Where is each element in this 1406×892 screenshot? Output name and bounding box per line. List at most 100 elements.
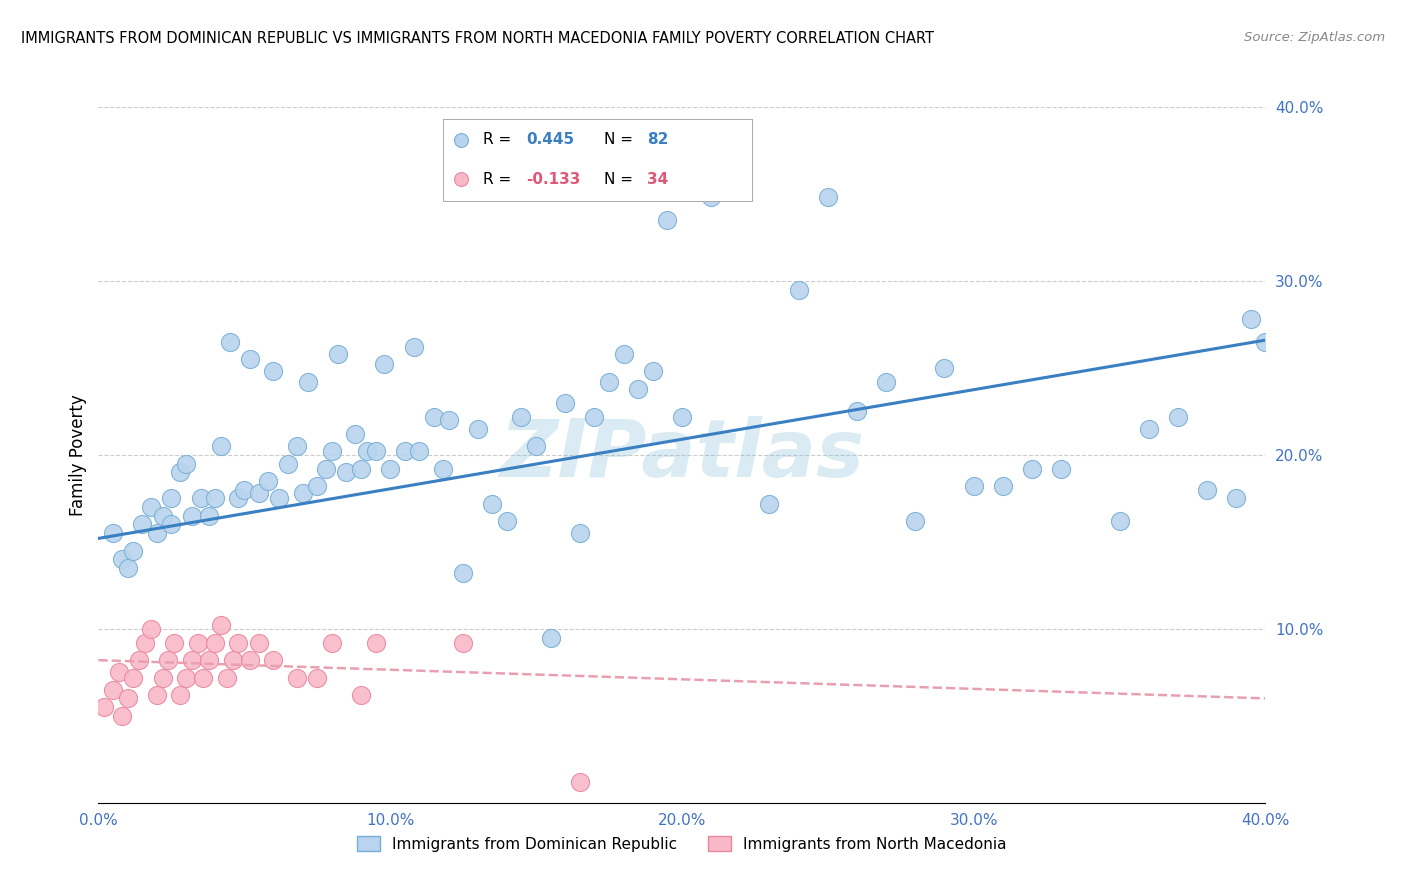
Legend: Immigrants from Dominican Republic, Immigrants from North Macedonia: Immigrants from Dominican Republic, Immi… bbox=[352, 830, 1012, 858]
Point bbox=[481, 497, 503, 511]
Point bbox=[1137, 422, 1160, 436]
Point bbox=[657, 213, 679, 227]
Point bbox=[612, 347, 634, 361]
Point bbox=[218, 334, 240, 349]
Point bbox=[180, 508, 202, 523]
Point bbox=[356, 444, 378, 458]
Point bbox=[335, 466, 357, 480]
Point bbox=[146, 526, 169, 541]
Text: -0.133: -0.133 bbox=[526, 172, 581, 186]
Point bbox=[1050, 462, 1073, 476]
Point bbox=[139, 622, 162, 636]
Point bbox=[846, 404, 869, 418]
Point bbox=[117, 691, 139, 706]
Point bbox=[671, 409, 693, 424]
Point bbox=[450, 172, 472, 186]
Point bbox=[934, 360, 956, 375]
Point bbox=[146, 688, 169, 702]
Point bbox=[1240, 312, 1263, 326]
Point bbox=[291, 486, 314, 500]
Point bbox=[228, 636, 250, 650]
Point bbox=[875, 375, 897, 389]
Text: R =: R = bbox=[484, 172, 516, 186]
Point bbox=[1021, 462, 1043, 476]
Point bbox=[1167, 409, 1189, 424]
Point bbox=[402, 340, 425, 354]
Point bbox=[247, 486, 270, 500]
Point bbox=[174, 671, 197, 685]
Point bbox=[583, 409, 606, 424]
Point bbox=[568, 526, 591, 541]
Text: 0.445: 0.445 bbox=[526, 133, 575, 147]
Text: 34: 34 bbox=[647, 172, 668, 186]
Point bbox=[510, 409, 533, 424]
Point bbox=[904, 514, 927, 528]
Point bbox=[262, 653, 284, 667]
Point bbox=[730, 173, 752, 187]
Point bbox=[122, 671, 145, 685]
Point bbox=[540, 631, 562, 645]
Point bbox=[122, 543, 145, 558]
Text: IMMIGRANTS FROM DOMINICAN REPUBLIC VS IMMIGRANTS FROM NORTH MACEDONIA FAMILY POV: IMMIGRANTS FROM DOMINICAN REPUBLIC VS IM… bbox=[21, 31, 934, 46]
Y-axis label: Family Poverty: Family Poverty bbox=[69, 394, 87, 516]
Point bbox=[627, 382, 650, 396]
Point bbox=[111, 552, 134, 566]
Point bbox=[209, 439, 232, 453]
Point bbox=[598, 375, 620, 389]
Point bbox=[568, 775, 591, 789]
Point bbox=[451, 636, 474, 650]
Point bbox=[408, 444, 430, 458]
Text: N =: N = bbox=[603, 172, 637, 186]
Point bbox=[139, 500, 162, 514]
Point bbox=[198, 508, 221, 523]
Point bbox=[131, 517, 153, 532]
Point bbox=[163, 636, 186, 650]
Point bbox=[700, 190, 723, 204]
Point bbox=[169, 466, 191, 480]
Point bbox=[128, 653, 150, 667]
Point bbox=[467, 422, 489, 436]
Point bbox=[350, 462, 373, 476]
Point bbox=[787, 283, 810, 297]
Point bbox=[277, 457, 299, 471]
Point bbox=[1108, 514, 1130, 528]
Point bbox=[307, 671, 329, 685]
Point bbox=[315, 462, 337, 476]
Point bbox=[117, 561, 139, 575]
Point bbox=[152, 508, 174, 523]
Point bbox=[1195, 483, 1218, 497]
Point bbox=[380, 462, 402, 476]
Point bbox=[350, 688, 373, 702]
Point bbox=[262, 364, 284, 378]
Point bbox=[101, 682, 124, 697]
Point bbox=[160, 491, 183, 506]
Point bbox=[256, 474, 278, 488]
Text: ZIPatlas: ZIPatlas bbox=[499, 416, 865, 494]
Point bbox=[93, 700, 115, 714]
Point bbox=[321, 636, 343, 650]
Point bbox=[437, 413, 460, 427]
Point bbox=[152, 671, 174, 685]
Point bbox=[451, 566, 474, 581]
Point bbox=[101, 526, 124, 541]
Point bbox=[239, 352, 262, 367]
Point bbox=[169, 688, 191, 702]
Point bbox=[554, 395, 576, 409]
Point bbox=[180, 653, 202, 667]
Point bbox=[204, 491, 226, 506]
Point bbox=[269, 491, 291, 506]
Point bbox=[157, 653, 180, 667]
Point bbox=[233, 483, 256, 497]
Text: Source: ZipAtlas.com: Source: ZipAtlas.com bbox=[1244, 31, 1385, 45]
Point bbox=[991, 479, 1014, 493]
Point bbox=[962, 479, 984, 493]
Point bbox=[215, 671, 238, 685]
Text: 82: 82 bbox=[647, 133, 668, 147]
Point bbox=[307, 479, 329, 493]
Point bbox=[285, 439, 308, 453]
Point bbox=[364, 636, 387, 650]
Point bbox=[432, 462, 454, 476]
Point bbox=[247, 636, 270, 650]
Point bbox=[108, 665, 131, 680]
Point bbox=[297, 375, 319, 389]
